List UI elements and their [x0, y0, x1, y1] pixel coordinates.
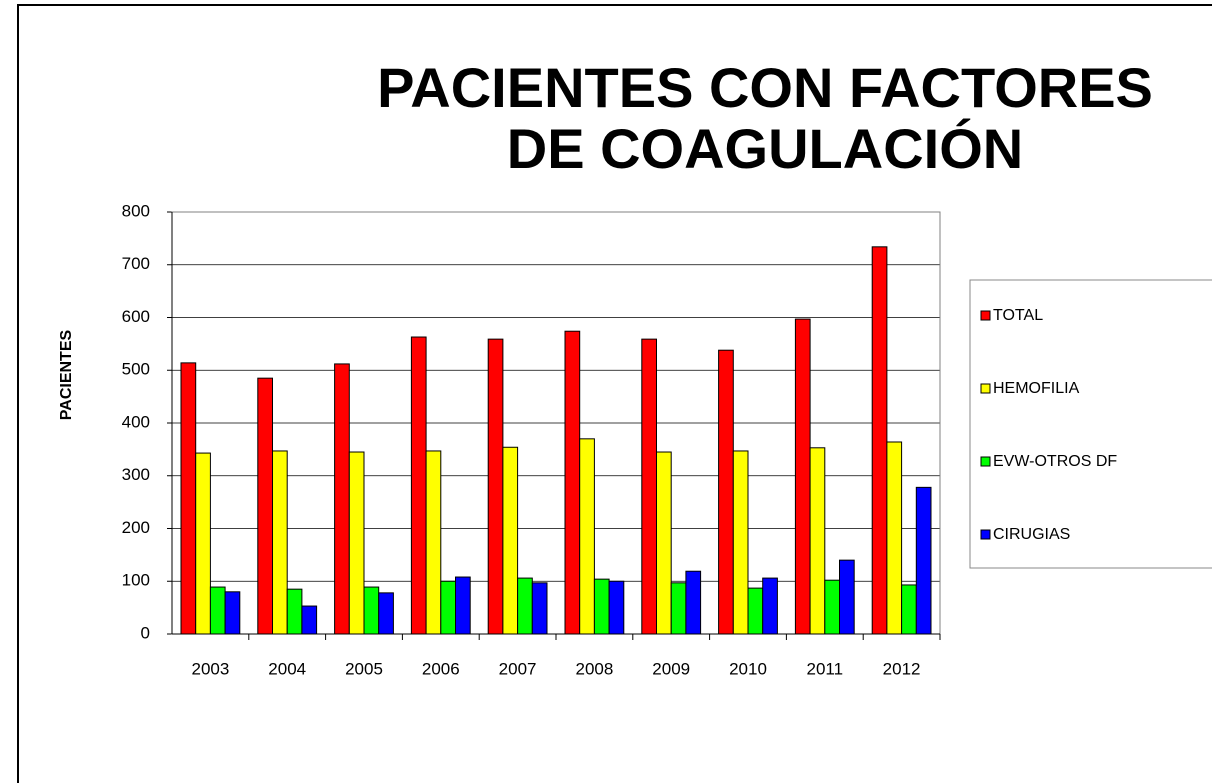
bar [564, 330, 581, 635]
legend-swatch [980, 529, 991, 540]
bar [656, 451, 672, 635]
x-tick-label: 2008 [575, 659, 613, 678]
bar [608, 580, 625, 635]
bar [334, 363, 350, 635]
chart-title: DE COAGULACIÓN [507, 117, 1023, 180]
legend-label: TOTAL [993, 307, 1043, 324]
bar [747, 587, 764, 635]
y-tick-label: 400 [122, 412, 150, 431]
bar [901, 584, 917, 635]
y-tick-label: 200 [122, 518, 150, 537]
bar [348, 451, 365, 635]
bar [502, 446, 519, 635]
legend-swatch [980, 383, 991, 394]
y-axis-label: PACIENTES [58, 329, 75, 420]
y-tick-label: 500 [122, 360, 150, 379]
bar [718, 349, 734, 635]
legend-swatch [980, 456, 991, 467]
bar [670, 582, 687, 635]
bar [272, 450, 288, 635]
bar [794, 318, 811, 635]
x-tick-label: 2004 [268, 659, 306, 678]
bar [871, 246, 888, 635]
bar [257, 377, 273, 635]
x-tick-label: 2010 [729, 659, 767, 678]
y-tick-label: 100 [122, 571, 150, 590]
bar [440, 580, 456, 635]
x-tick-label: 2005 [345, 659, 383, 678]
x-tick-label: 2003 [191, 659, 229, 678]
x-tick-label: 2009 [652, 659, 690, 678]
bar [809, 447, 826, 635]
bar [685, 570, 702, 635]
bar [517, 577, 533, 635]
x-tick-label: 2007 [499, 659, 537, 678]
legend-label: CIRUGIAS [993, 526, 1070, 543]
bar [455, 576, 471, 635]
x-tick-label: 2006 [422, 659, 460, 678]
legend-swatch [980, 310, 991, 321]
y-tick-label: 700 [122, 254, 150, 273]
bar [579, 438, 595, 635]
legend-box [969, 279, 1212, 569]
bar [487, 338, 504, 635]
y-tick-label: 800 [122, 201, 150, 220]
bar [286, 588, 303, 635]
y-tick-label: 300 [122, 465, 150, 484]
bar [886, 441, 903, 635]
bar [378, 592, 394, 635]
y-tick-label: 600 [122, 307, 150, 326]
bar [762, 577, 778, 635]
bar [410, 336, 427, 635]
bar [363, 586, 380, 635]
bar [224, 591, 241, 635]
bar [641, 338, 657, 635]
y-tick-label: 0 [141, 623, 150, 642]
legend-label: EVW-OTROS DF [993, 453, 1117, 470]
frame [17, 4, 1212, 783]
bar [301, 605, 318, 635]
x-tick-label: 2011 [807, 659, 844, 678]
bar [531, 582, 548, 635]
legend-label: HEMOFILIA [993, 380, 1080, 397]
bar [824, 579, 840, 635]
bar [425, 450, 442, 635]
bar [732, 450, 749, 635]
bar [593, 578, 610, 635]
x-tick-label: 2012 [883, 659, 921, 678]
bar [915, 486, 932, 635]
chart-title: PACIENTES CON FACTORES [377, 56, 1153, 119]
bar [209, 586, 226, 635]
bar [180, 362, 197, 635]
bar [839, 559, 855, 635]
bar [195, 452, 211, 635]
